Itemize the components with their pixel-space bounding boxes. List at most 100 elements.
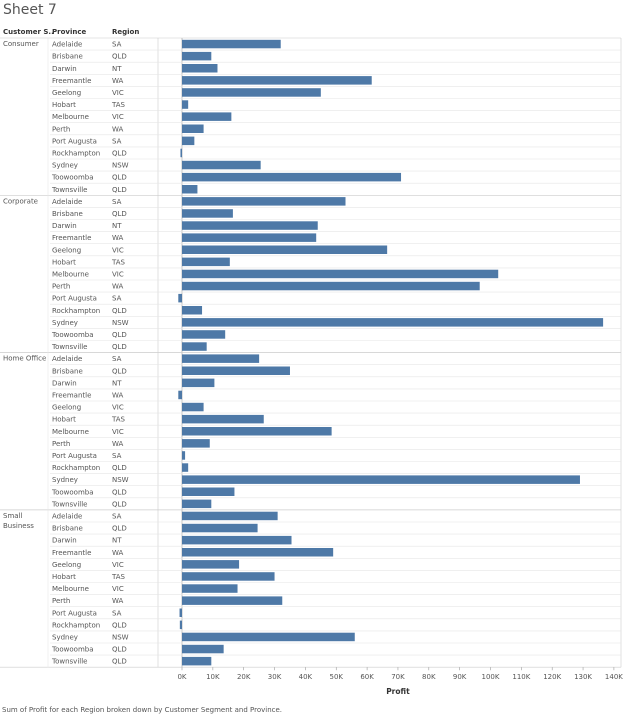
region-label: WA (112, 234, 124, 242)
region-label: VIC (112, 246, 124, 254)
profit-bar (182, 475, 580, 484)
province-label: Port Augusta (52, 137, 97, 145)
x-tick-label: 140K (605, 673, 623, 681)
profit-bar (182, 451, 186, 460)
region-label: WA (112, 283, 124, 291)
profit-bar (180, 148, 182, 158)
x-tick-label: 100K (482, 673, 500, 681)
province-label: Townsville (51, 658, 87, 666)
header-province[interactable]: Province (52, 28, 87, 36)
region-label: NT (112, 537, 122, 545)
x-tick-label: 20K (237, 673, 251, 681)
profit-bar (182, 560, 240, 569)
region-label: TAS (111, 573, 126, 581)
profit-bar (182, 76, 372, 85)
province-label: Toowoomba (51, 174, 94, 182)
profit-bar (182, 197, 346, 206)
province-label: Melbourne (52, 270, 89, 278)
province-label: Perth (52, 125, 70, 133)
profit-bar (182, 64, 218, 73)
region-label: VIC (112, 113, 124, 121)
column-header-row: Customer S.. Province Region (0, 28, 624, 38)
province-label: Rockhampton (52, 149, 100, 157)
province-label: Adelaide (52, 512, 82, 520)
profit-bar (182, 596, 283, 605)
profit-bar (182, 463, 189, 472)
profit-bar (182, 378, 215, 388)
region-label: NSW (112, 162, 129, 170)
profit-bar (182, 511, 278, 521)
region-label: VIC (112, 561, 124, 569)
segment-label: Corporate (3, 197, 38, 205)
profit-bar (182, 233, 317, 242)
province-label: Brisbane (52, 53, 83, 61)
header-customer-segment[interactable]: Customer S.. (3, 28, 54, 36)
region-label: SA (112, 609, 122, 617)
region-label: SA (112, 355, 122, 363)
province-label: Freemantle (52, 234, 91, 242)
province-label: Sydney (52, 162, 78, 170)
province-label: Darwin (52, 379, 77, 387)
region-label: SA (112, 137, 122, 145)
region-label: VIC (112, 270, 124, 278)
province-label: Adelaide (52, 198, 82, 206)
header-region[interactable]: Region (112, 28, 140, 36)
province-label: Brisbane (52, 525, 83, 533)
region-label: WA (112, 549, 124, 557)
profit-bar (182, 269, 499, 279)
province-label: Darwin (52, 537, 77, 545)
region-label: WA (112, 77, 124, 85)
province-label: Sydney (52, 476, 78, 484)
province-label: Darwin (52, 222, 77, 230)
province-label: Geelong (52, 561, 81, 569)
region-label: QLD (112, 53, 127, 61)
x-tick-label: 50K (330, 673, 344, 681)
profit-bar (182, 487, 235, 496)
region-label: NT (112, 379, 122, 387)
region-label: TAS (111, 101, 126, 109)
profit-bar (182, 402, 204, 412)
province-label: Perth (52, 283, 70, 291)
profit-bar (182, 100, 189, 109)
province-label: Port Augusta (52, 452, 97, 460)
province-label: Hobart (52, 573, 76, 581)
province-label: Freemantle (52, 77, 91, 85)
region-label: NSW (112, 633, 129, 641)
profit-bar (182, 136, 195, 146)
profit-bar (182, 439, 210, 448)
region-label: QLD (112, 646, 127, 654)
profit-bar (182, 366, 290, 375)
region-label: QLD (112, 464, 127, 472)
profit-bar (182, 644, 224, 654)
profit-bar (178, 293, 182, 303)
segment-label: Consumer (3, 40, 39, 48)
profit-bar (182, 414, 264, 424)
province-label: Darwin (52, 65, 77, 73)
province-label: Rockhampton (52, 307, 100, 315)
profit-bar (182, 88, 321, 97)
province-label: Freemantle (52, 391, 91, 399)
region-label: VIC (112, 428, 124, 436)
region-label: WA (112, 440, 124, 448)
profit-bar (182, 306, 203, 315)
x-tick-label: 130K (574, 673, 592, 681)
province-label: Toowoomba (51, 488, 94, 496)
region-label: SA (112, 452, 122, 460)
region-label: WA (112, 391, 124, 399)
province-label: Melbourne (52, 428, 89, 436)
profit-bar (182, 124, 204, 133)
region-label: QLD (112, 343, 127, 351)
region-label: QLD (112, 174, 127, 182)
province-label: Geelong (52, 89, 81, 97)
region-label: QLD (112, 500, 127, 508)
province-label: Toowoomba (51, 331, 94, 339)
profit-bar (182, 112, 232, 121)
profit-bar (182, 281, 480, 291)
profit-bar (182, 185, 198, 194)
region-label: QLD (112, 367, 127, 375)
x-tick-label: 60K (360, 673, 374, 681)
region-label: VIC (112, 404, 124, 412)
province-label: Melbourne (52, 113, 89, 121)
profit-bar (182, 535, 292, 545)
